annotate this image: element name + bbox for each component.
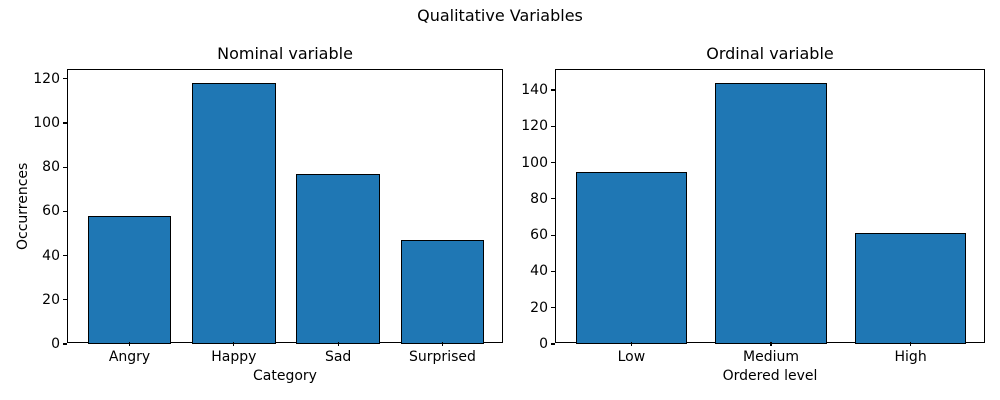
- bar-low: [575, 171, 688, 344]
- y-tick-label: 20: [530, 299, 548, 316]
- x-tick-mark: [630, 342, 632, 346]
- y-tick-mark: [63, 78, 67, 80]
- y-tick-mark: [63, 122, 67, 124]
- subplot-title-nominal: Nominal variable: [217, 44, 353, 63]
- axes-1: Ordinal variable Ordered level 0 20 40 60 80…: [521, 44, 985, 384]
- axes-0: Nominal variable Occurrences Category 0 2…: [15, 44, 503, 384]
- x-tick-label: Medium: [743, 349, 799, 365]
- y-tick-label: 80: [530, 190, 548, 207]
- y-tick-mark: [551, 125, 555, 127]
- x-tick-label: High: [894, 349, 927, 365]
- x-tick-mark: [128, 342, 131, 346]
- x-tick-label: Happy: [211, 349, 257, 365]
- y-axis-label: Occurrences: [15, 162, 31, 250]
- bar-happy: [192, 83, 276, 344]
- y-tick-label: 20: [42, 291, 60, 308]
- y-tick-mark: [63, 343, 67, 345]
- y-tick-label: 60: [530, 227, 548, 244]
- y-tick-mark: [63, 210, 67, 212]
- y-tick-mark: [551, 270, 555, 272]
- y-tick-label: 100: [521, 154, 548, 171]
- bar-medium: [715, 82, 827, 344]
- y-tick-mark: [551, 307, 555, 309]
- x-tick-mark: [441, 342, 444, 346]
- bar-high: [854, 233, 967, 344]
- x-tick-mark: [910, 342, 912, 346]
- y-tick-label: 60: [42, 203, 60, 220]
- y-tick-mark: [551, 198, 555, 200]
- y-tick-mark: [551, 343, 555, 345]
- x-tick-mark: [337, 342, 339, 346]
- x-tick-label: Sad: [324, 349, 352, 365]
- y-tick-mark: [551, 161, 555, 164]
- y-tick-label: 140: [521, 81, 548, 98]
- y-tick-mark: [63, 166, 67, 168]
- bar-surprised: [400, 240, 485, 344]
- y-tick-label: 80: [42, 159, 60, 176]
- y-tick-label: 100: [33, 115, 60, 132]
- x-tick-mark: [233, 342, 235, 346]
- y-tick-label: 40: [42, 247, 60, 264]
- x-tick-label: Low: [617, 349, 646, 365]
- x-tick-mark: [770, 342, 772, 346]
- x-tick-label: Angry: [108, 349, 151, 365]
- x-axis-label: Category: [253, 368, 317, 384]
- bar-sad: [296, 173, 380, 344]
- y-tick-mark: [551, 234, 555, 236]
- y-tick-label: 0: [51, 336, 60, 352]
- subplot-title-ordinal: Ordinal variable: [706, 44, 834, 63]
- y-tick-label: 120: [521, 118, 548, 135]
- y-tick-label: 0: [539, 336, 548, 352]
- x-axis-label: Ordered level: [722, 368, 818, 384]
- y-tick-label: 120: [33, 70, 60, 87]
- bar-angry: [87, 215, 172, 344]
- figure-title: Qualitative Variables: [417, 6, 583, 25]
- x-tick-label: Surprised: [409, 349, 476, 365]
- y-tick-mark: [551, 89, 555, 91]
- y-tick-label: 40: [530, 263, 548, 280]
- y-tick-mark: [63, 255, 67, 257]
- y-tick-mark: [63, 299, 67, 301]
